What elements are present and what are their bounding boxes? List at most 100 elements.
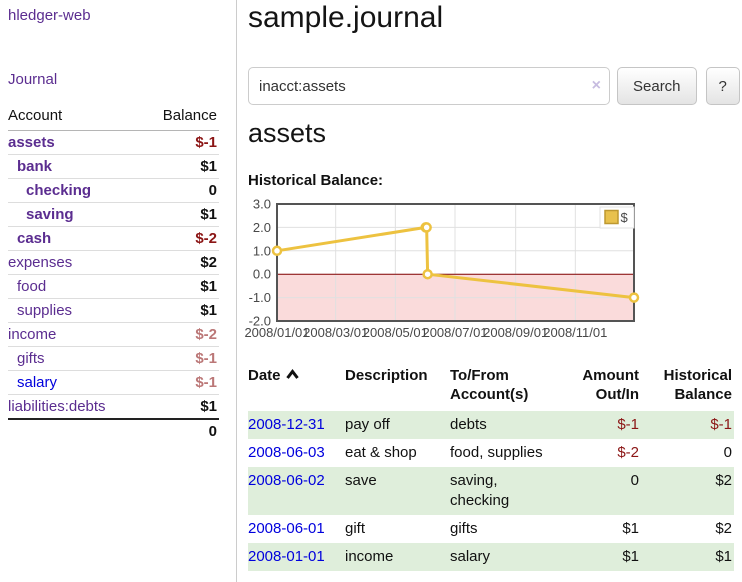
account-link[interactable]: assets (8, 134, 55, 151)
transaction-row: 2008-12-31 pay off debts $-1 $-1 (248, 411, 734, 439)
accounts-total-row: 0 (8, 419, 219, 443)
transaction-row: 2008-06-03 eat & shop food, supplies $-2 0 (248, 439, 734, 467)
x-tick-label: 2008/05/01 (363, 325, 428, 340)
account-row: liabilities:debts $1 (8, 394, 219, 420)
account-link[interactable]: checking (26, 182, 92, 199)
account-link[interactable]: income (8, 326, 57, 343)
transaction-description: pay off (345, 411, 450, 439)
sidebar-item-journal[interactable]: Journal (8, 71, 58, 88)
transaction-date-link[interactable]: 2008-06-03 (248, 444, 325, 461)
transaction-balance: $2 (641, 467, 734, 515)
y-tick-label: 2.0 (253, 220, 271, 235)
account-balance: $1 (142, 202, 219, 227)
account-balance: $-2 (142, 226, 219, 251)
y-tick-label: 0.0 (253, 267, 271, 282)
svg-text:$: $ (621, 210, 629, 225)
transaction-amount: $-1 (555, 411, 641, 439)
transaction-row: 2008-06-01 gift gifts $1 $2 (248, 515, 734, 543)
account-row: cash $-2 (8, 226, 219, 251)
account-balance: 0 (142, 178, 219, 203)
transaction-accounts: gifts (450, 520, 478, 537)
account-link[interactable]: cash (17, 230, 52, 247)
transaction-balance: $2 (715, 520, 732, 537)
account-row: bank $1 (8, 154, 219, 179)
account-link[interactable]: saving (26, 206, 74, 223)
help-button[interactable]: ? (705, 67, 740, 105)
transaction-row: 2008-01-01 income salary $1 $1 (248, 543, 734, 571)
column-header-balance: Historical Balance (663, 367, 732, 403)
transaction-accounts: saving, checking (450, 467, 555, 515)
transaction-date-link[interactable]: 2008-01-01 (248, 548, 325, 565)
clear-search-icon[interactable]: × (591, 77, 601, 94)
transaction-date-link[interactable]: 2008-06-01 (248, 520, 325, 537)
account-link[interactable]: food (17, 278, 47, 295)
account-row: checking 0 (8, 178, 219, 203)
x-tick-label: 2008/11/01 (543, 325, 607, 340)
column-header-date[interactable]: Date (248, 364, 345, 411)
chart-canvas: $3.0 2.0 1.0 0.0 -1.0 -2.02008/01/012008/03/0… (244, 197, 640, 340)
transaction-accounts: food, supplies (450, 444, 543, 461)
account-balance: $-2 (142, 322, 219, 347)
transaction-balance: $-1 (641, 411, 734, 439)
transaction-balance: $1 (641, 543, 734, 571)
account-balance: $1 (142, 154, 219, 179)
column-header-amount: Amount Out/In (582, 367, 639, 403)
transaction-balance: 0 (723, 444, 732, 461)
account-balance: $1 (142, 394, 219, 420)
account-link[interactable]: gifts (17, 350, 45, 367)
account-heading: assets (248, 118, 327, 148)
column-header-accounts: To/From Account(s) (450, 367, 529, 403)
transaction-description: income (345, 543, 450, 571)
account-balance: $1 (142, 298, 219, 323)
transaction-date-link[interactable]: 2008-06-02 (248, 472, 325, 489)
account-link[interactable]: expenses (8, 254, 73, 271)
transaction-amount: 0 (555, 467, 641, 515)
transaction-accounts: debts (450, 411, 555, 439)
account-balance: $1 (142, 274, 219, 299)
transactions-table: Date Description To/From Account(s) Amount Ou… (248, 364, 734, 571)
account-row: food $1 (8, 274, 219, 299)
transaction-row: 2008-06-02 save saving, checking 0 $2 (248, 467, 734, 515)
column-header-description: Description (345, 367, 428, 384)
x-tick-label: 2008/01/01 (244, 325, 309, 340)
y-tick-label: 3.0 (253, 199, 271, 212)
transactions-header-row: Date Description To/From Account(s) Amount Ou… (248, 364, 734, 411)
app-title-link[interactable]: hledger-web (8, 7, 91, 24)
y-tick-label: 1.0 (253, 243, 271, 258)
transaction-amount: $1 (555, 543, 641, 571)
transaction-date-link[interactable]: 2008-12-31 (248, 416, 325, 433)
transaction-description: gift (345, 520, 366, 537)
search-input[interactable] (248, 67, 610, 105)
account-link[interactable]: liabilities:debts (8, 398, 106, 415)
account-row: assets $-1 (8, 130, 219, 155)
historical-balance-chart: $3.0 2.0 1.0 0.0 -1.0 -2.0 2008/01/01 2008/03/0… (240, 197, 640, 345)
chart-title: Historical Balance: (248, 172, 384, 189)
account-balance: $-1 (142, 346, 219, 371)
account-row: expenses $2 (8, 250, 219, 275)
account-balance: $2 (142, 250, 219, 275)
search-button[interactable]: Search (617, 67, 697, 105)
account-row: salary $-1 (8, 370, 219, 395)
x-tick-label: 2008/03/01 (303, 325, 368, 340)
x-tick-label: 2008/09/01 (483, 325, 548, 340)
account-link[interactable]: bank (17, 158, 53, 175)
account-balance: $-1 (142, 130, 219, 155)
sidebar: hledger-web Journal Account Balance asse… (0, 0, 237, 582)
search-form: × Search ? (248, 67, 740, 105)
transaction-amount: $-2 (617, 444, 639, 461)
account-link[interactable]: salary (17, 374, 58, 391)
column-header-balance: Balance (142, 103, 219, 131)
account-row: supplies $1 (8, 298, 219, 323)
column-header-account: Account (8, 103, 143, 131)
account-row: gifts $-1 (8, 346, 219, 371)
y-tick-label: -1.0 (249, 290, 271, 305)
transaction-accounts: salary (450, 543, 555, 571)
sort-asc-icon (285, 369, 299, 379)
page-title: sample.journal (248, 1, 444, 34)
account-balance: $-1 (142, 370, 219, 395)
accounts-table-header: Account Balance (8, 103, 219, 131)
account-link[interactable]: supplies (17, 302, 73, 319)
transaction-amount: $1 (622, 520, 639, 537)
chart-legend: $ (599, 206, 635, 229)
